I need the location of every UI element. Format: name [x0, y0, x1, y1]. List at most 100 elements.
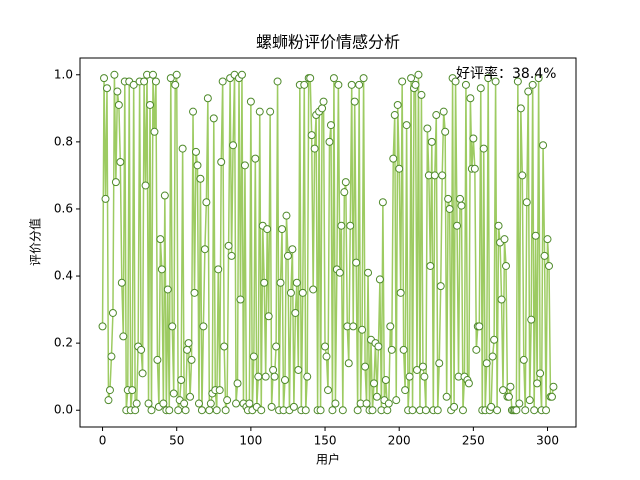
data-point: [220, 342, 229, 351]
data-point: [227, 251, 236, 260]
data-point: [387, 345, 396, 354]
data-point: [254, 372, 263, 381]
data-point: [512, 406, 521, 415]
plot-frame: [79, 57, 577, 428]
data-point: [418, 362, 427, 371]
data-point: [484, 74, 493, 83]
y-tick-label: 0.8: [54, 134, 73, 148]
data-point: [516, 104, 525, 113]
data-point: [325, 137, 334, 146]
data-point: [251, 154, 260, 163]
data-point: [501, 261, 510, 270]
data-point: [368, 406, 377, 415]
data-point: [300, 80, 309, 89]
y-tick-label: 1.0: [54, 67, 73, 81]
data-point: [322, 352, 331, 361]
data-point: [289, 402, 298, 411]
data-point: [206, 399, 215, 408]
data-point: [513, 77, 522, 86]
data-point: [518, 171, 527, 180]
data-point: [497, 295, 506, 304]
data-point: [530, 406, 539, 415]
data-point: [547, 392, 556, 401]
data-point: [276, 278, 285, 287]
data-point: [303, 372, 312, 381]
data-point: [457, 201, 466, 210]
data-point: [236, 295, 245, 304]
data-point: [405, 372, 414, 381]
data-point: [100, 74, 109, 83]
data-point: [116, 157, 125, 166]
data-point: [267, 402, 276, 411]
data-point: [307, 131, 316, 140]
data-point: [237, 70, 246, 79]
data-point: [402, 121, 411, 130]
data-point: [350, 97, 359, 106]
data-point: [169, 389, 178, 398]
data-point: [232, 399, 241, 408]
data-point: [458, 406, 467, 415]
data-point: [273, 77, 282, 86]
x-tick-label: 0: [99, 434, 107, 448]
data-point: [426, 261, 435, 270]
data-point: [433, 406, 442, 415]
data-point: [539, 141, 548, 150]
data-point: [475, 322, 484, 331]
data-point: [107, 352, 116, 361]
data-point: [218, 77, 227, 86]
data-point: [309, 285, 318, 294]
data-point: [326, 121, 335, 130]
data-point: [174, 406, 183, 415]
data-point: [383, 406, 392, 415]
data-point: [522, 198, 531, 207]
data-point: [444, 194, 453, 203]
data-point: [353, 406, 362, 415]
data-point: [291, 308, 300, 317]
data-point: [165, 406, 174, 415]
data-point: [144, 399, 153, 408]
data-point: [441, 127, 450, 136]
data-point: [328, 406, 337, 415]
data-point: [183, 345, 192, 354]
data-point: [217, 157, 226, 166]
data-point: [442, 392, 451, 401]
data-point: [540, 251, 549, 260]
data-point: [282, 211, 291, 220]
data-point: [414, 70, 423, 79]
data-point: [411, 80, 420, 89]
data-point: [157, 265, 166, 274]
data-point: [249, 352, 258, 361]
data-point: [432, 111, 441, 120]
data-point: [306, 74, 315, 83]
data-point: [395, 164, 404, 173]
data-point: [138, 369, 147, 378]
data-point: [189, 107, 198, 116]
data-point: [534, 74, 543, 83]
data-point: [266, 107, 275, 116]
data-point: [528, 80, 537, 89]
data-point: [190, 288, 199, 297]
data-point: [186, 392, 195, 401]
data-point: [288, 245, 297, 254]
data-point: [301, 406, 310, 415]
data-point: [180, 399, 189, 408]
data-point: [324, 386, 332, 395]
data-point: [533, 379, 542, 388]
y-tick-label: 0.6: [54, 201, 73, 215]
data-point: [172, 70, 181, 79]
x-tick-label: 200: [388, 434, 411, 448]
data-point: [338, 406, 347, 415]
data-point: [280, 376, 289, 385]
data-point: [384, 399, 393, 408]
data-point: [141, 181, 150, 190]
data-point: [101, 194, 110, 203]
data-point: [160, 191, 169, 200]
data-point: [111, 178, 120, 187]
chart-title: 螺蛳粉评价情感分析: [256, 33, 400, 52]
data-point: [412, 365, 421, 374]
data-point: [536, 369, 545, 378]
data-point: [140, 77, 149, 86]
data-point: [472, 345, 481, 354]
data-point: [197, 406, 206, 415]
data-point: [163, 285, 172, 294]
